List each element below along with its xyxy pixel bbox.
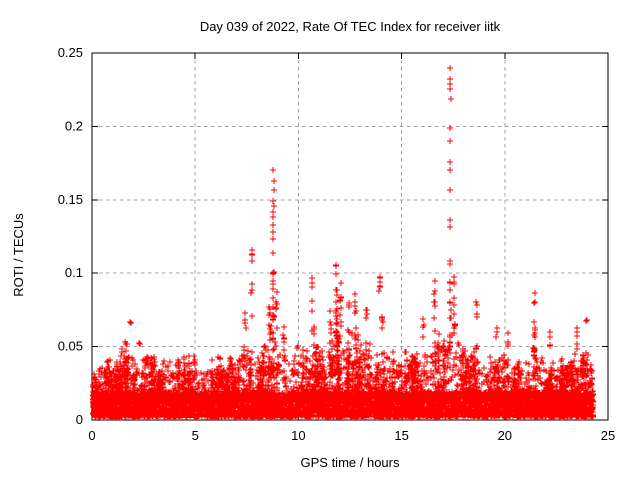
x-tick-label: 5 [192,428,199,443]
data-points [90,65,596,420]
x-tick-label: 0 [88,428,95,443]
y-tick-label: 0.1 [65,265,83,280]
x-axis-label: GPS time / hours [301,455,400,470]
x-tick-label: 20 [498,428,512,443]
y-tick-label: 0.05 [58,339,83,354]
y-tick-label: 0.2 [65,118,83,133]
y-tick-label: 0.25 [58,45,83,60]
plot-border [91,52,609,421]
y-tick-label: 0.15 [58,192,83,207]
chart-layer: 0 5 10 15 20 25 0 0.05 0.1 0.15 0.2 0.25 [58,45,616,443]
y-axis-label: ROTI / TECUs [11,213,26,297]
y-tick-label: 0 [76,412,83,427]
x-tick-label: 25 [601,428,615,443]
x-tick-label: 15 [394,428,408,443]
x-tick-label: 10 [291,428,305,443]
chart-title: Day 039 of 2022, Rate Of TEC Index for r… [200,19,501,34]
